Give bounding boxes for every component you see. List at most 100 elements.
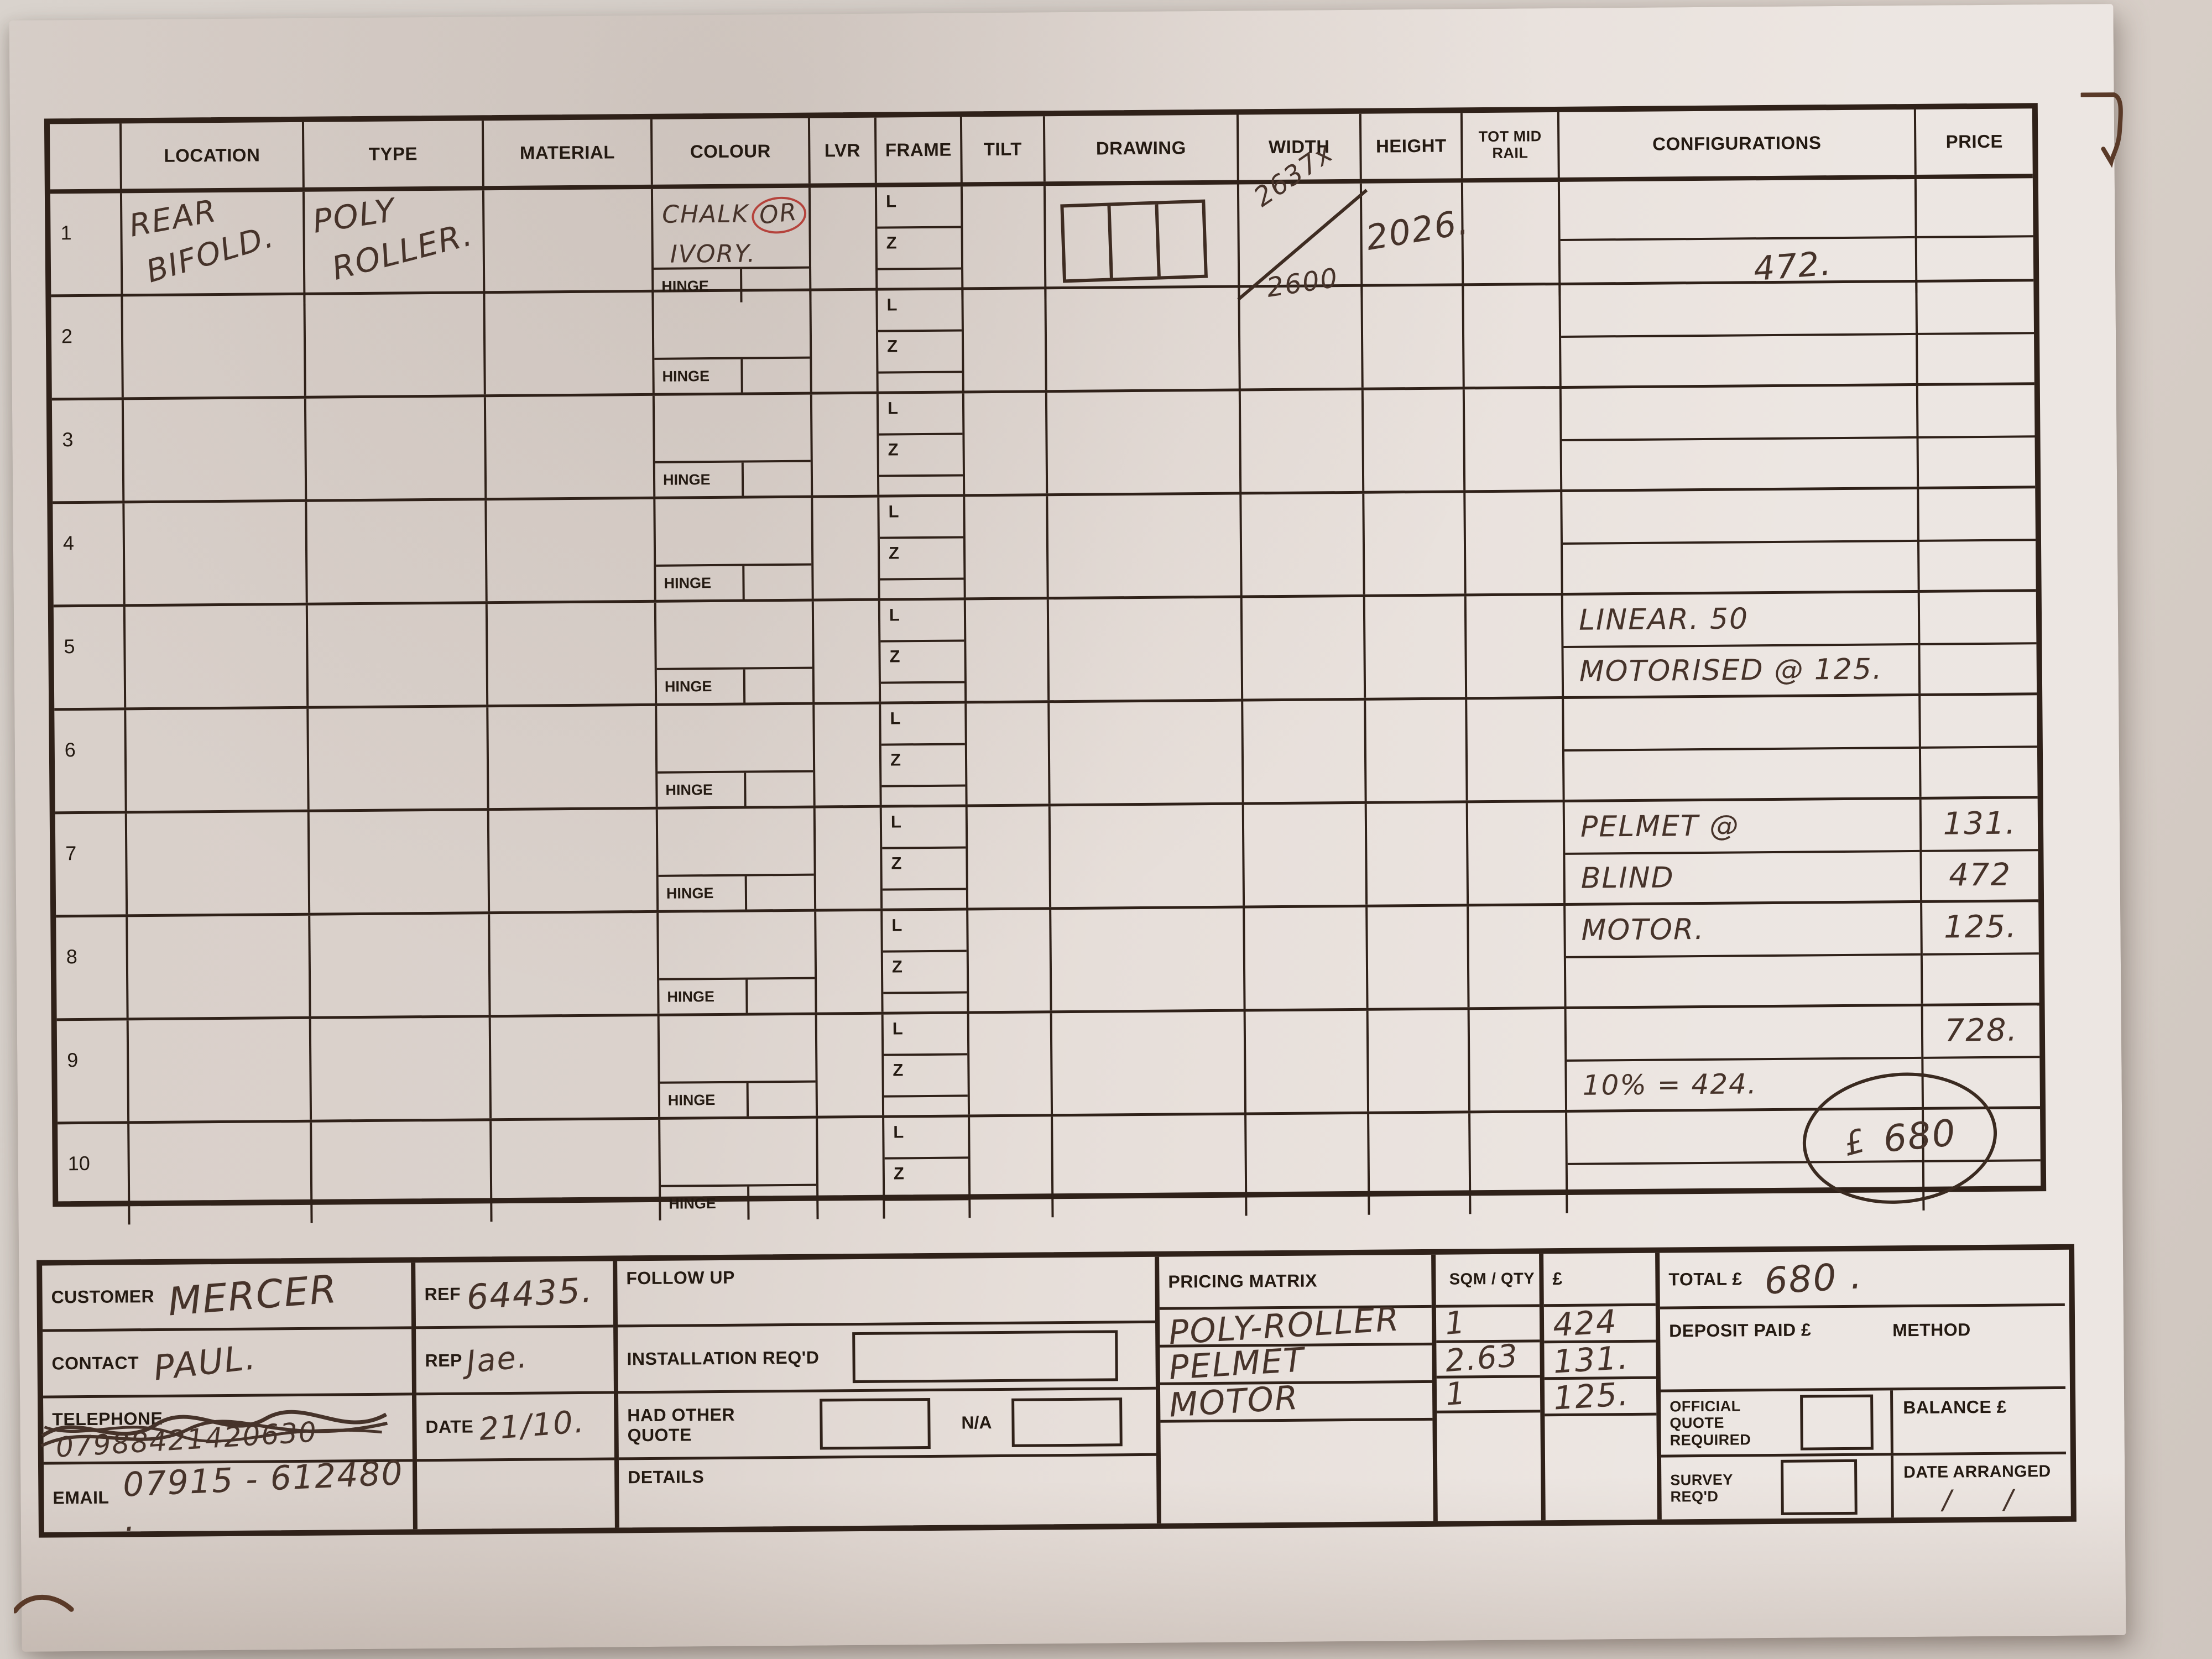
cell-tot-mid-rail bbox=[1470, 1112, 1568, 1214]
cell-frame: L Z bbox=[878, 290, 964, 392]
cell-drawing bbox=[1053, 1115, 1248, 1218]
pricing-matrix-name-column: PRICING MATRIX POLY-ROLLER PELMET MOTOR bbox=[1159, 1254, 1438, 1524]
cell-drawing bbox=[1048, 494, 1243, 597]
frame-l-subcell: L bbox=[884, 1117, 968, 1160]
cell-drawing bbox=[1046, 288, 1241, 390]
cell-width bbox=[1246, 1114, 1370, 1216]
cell-lvr bbox=[817, 1014, 885, 1116]
had-other-quote-checkbox bbox=[820, 1397, 931, 1450]
header-rownum bbox=[49, 123, 122, 190]
rep-row: REP Jae. bbox=[416, 1327, 614, 1396]
hinge-value-box bbox=[749, 1083, 816, 1117]
customer-row: CUSTOMER MERCER bbox=[42, 1262, 412, 1332]
cell-lvr bbox=[815, 704, 882, 806]
contact-label: CONTACT bbox=[51, 1352, 139, 1374]
cell-height bbox=[1363, 389, 1466, 491]
cell-frame: L Z bbox=[881, 703, 968, 805]
cell-tot-mid-rail bbox=[1465, 492, 1563, 594]
cell-type bbox=[307, 604, 489, 706]
follow-up-row: FOLLOW UP bbox=[617, 1256, 1156, 1328]
cell-configurations: MOTOR. bbox=[1566, 902, 1923, 1006]
frame-l-subcell: L bbox=[883, 910, 967, 953]
frame-l-subcell: L bbox=[878, 393, 963, 436]
header-drawing: DRAWING bbox=[1045, 114, 1239, 182]
official-quote-row: OFFICIAL QUOTE REQUIRED BALANCE £ bbox=[1661, 1389, 2066, 1458]
cell-colour: HINGE bbox=[659, 1015, 818, 1117]
frame-z-subcell: Z bbox=[878, 331, 962, 374]
hinge-label: HINGE bbox=[656, 669, 746, 703]
cell-width bbox=[1240, 286, 1364, 389]
cell-type bbox=[310, 914, 491, 1016]
survey-table: LOCATION TYPE MATERIAL COLOUR LVR FRAME … bbox=[44, 103, 2047, 1225]
cell-material bbox=[492, 1119, 661, 1222]
cell-drawing bbox=[1047, 391, 1242, 494]
pound-header: £ bbox=[1543, 1253, 1656, 1307]
qty-header-label: SQM / QTY bbox=[1449, 1270, 1535, 1288]
follow-up-column: FOLLOW UP INSTALLATION REQ'D HAD OTHER Q… bbox=[617, 1256, 1161, 1528]
survey-label: SURVEY REQ'D bbox=[1670, 1471, 1733, 1505]
pricing-pound-column: £ 424 131. 125. bbox=[1543, 1253, 1662, 1521]
cell-material bbox=[487, 602, 658, 705]
cell-configurations bbox=[1564, 696, 1922, 800]
date-value: 21/10. bbox=[477, 1404, 586, 1448]
cell-material bbox=[489, 809, 659, 912]
cell-height bbox=[1363, 286, 1465, 388]
hinge-label: HINGE bbox=[654, 359, 743, 393]
cell-type bbox=[305, 294, 486, 396]
pricing-price-cell: 424 bbox=[1543, 1302, 1656, 1344]
cell-width: 2637x 2600 bbox=[1237, 137, 1368, 304]
cell-configurations bbox=[1562, 489, 1920, 593]
cell-tot-mid-rail bbox=[1464, 388, 1563, 491]
cell-row-number: 9 bbox=[56, 1020, 130, 1122]
official-quote-label: OFFICIAL QUOTE REQUIRED bbox=[1670, 1397, 1751, 1449]
ref-row: REF 64435. bbox=[415, 1261, 614, 1329]
cell-type bbox=[309, 707, 489, 810]
cell-price bbox=[1919, 488, 2036, 590]
hinge-label: HINGE bbox=[661, 1186, 750, 1220]
cell-configurations: 472. bbox=[1559, 179, 1918, 296]
pricing-price-cells: 424 131. 125. bbox=[1543, 1302, 1657, 1417]
cell-row-number: 6 bbox=[54, 710, 127, 812]
cell-type bbox=[312, 1121, 493, 1223]
header-tot-mid-rail: TOT MID RAIL bbox=[1462, 112, 1560, 179]
cell-drawing bbox=[1050, 701, 1244, 804]
qty-header: SQM / QTY bbox=[1436, 1254, 1540, 1308]
cell-material bbox=[488, 706, 658, 808]
drawing-sketch bbox=[1060, 199, 1208, 283]
hinge-subrow: HINGE bbox=[655, 460, 811, 497]
cell-height bbox=[1364, 493, 1467, 594]
cell-colour: HINGE bbox=[656, 601, 815, 703]
order-details-section: CUSTOMER MERCER CONTACT PAUL. TELEPHONE … bbox=[36, 1244, 2077, 1540]
details-label: DETAILS bbox=[628, 1467, 705, 1488]
email-row: EMAIL 07915 - 612480 . bbox=[44, 1454, 413, 1540]
header-location: LOCATION bbox=[121, 122, 305, 189]
cell-row-number: 7 bbox=[55, 813, 128, 915]
cell-lvr bbox=[813, 601, 881, 702]
cell-tot-mid-rail bbox=[1469, 1009, 1568, 1111]
cell-drawing bbox=[1051, 908, 1246, 1011]
cell-configurations bbox=[1561, 385, 1919, 489]
cell-configurations bbox=[1561, 282, 1918, 386]
header-lvr: LVR bbox=[810, 117, 877, 184]
table-row: 8 HINGE L Z bbox=[56, 902, 2039, 1021]
cell-colour: HINGE bbox=[659, 911, 817, 1014]
hinge-label: HINGE bbox=[660, 1083, 749, 1117]
cell-material bbox=[487, 499, 656, 602]
installation-row: INSTALLATION REQ'D bbox=[618, 1323, 1156, 1394]
had-other-quote-label: HAD OTHER QUOTE bbox=[627, 1404, 735, 1445]
cell-material bbox=[484, 189, 654, 305]
cell-height bbox=[1365, 596, 1468, 698]
cell-price: 125. bbox=[1922, 902, 2039, 1004]
cell-price bbox=[1920, 592, 2037, 693]
cell-row-number: 5 bbox=[53, 607, 127, 708]
grand-total-currency: £ bbox=[1838, 1121, 1870, 1164]
cell-width bbox=[1245, 1010, 1370, 1113]
hinge-label: HINGE bbox=[659, 979, 748, 1014]
hinge-value-box bbox=[746, 773, 813, 806]
cell-lvr bbox=[812, 394, 880, 495]
table-row: 3 HINGE L Z bbox=[51, 385, 2036, 504]
hinge-label: HINGE bbox=[655, 462, 744, 497]
cell-price bbox=[1918, 385, 2036, 487]
cell-frame: L Z bbox=[881, 807, 969, 909]
date-arranged-label: DATE ARRANGED bbox=[1903, 1462, 2051, 1482]
